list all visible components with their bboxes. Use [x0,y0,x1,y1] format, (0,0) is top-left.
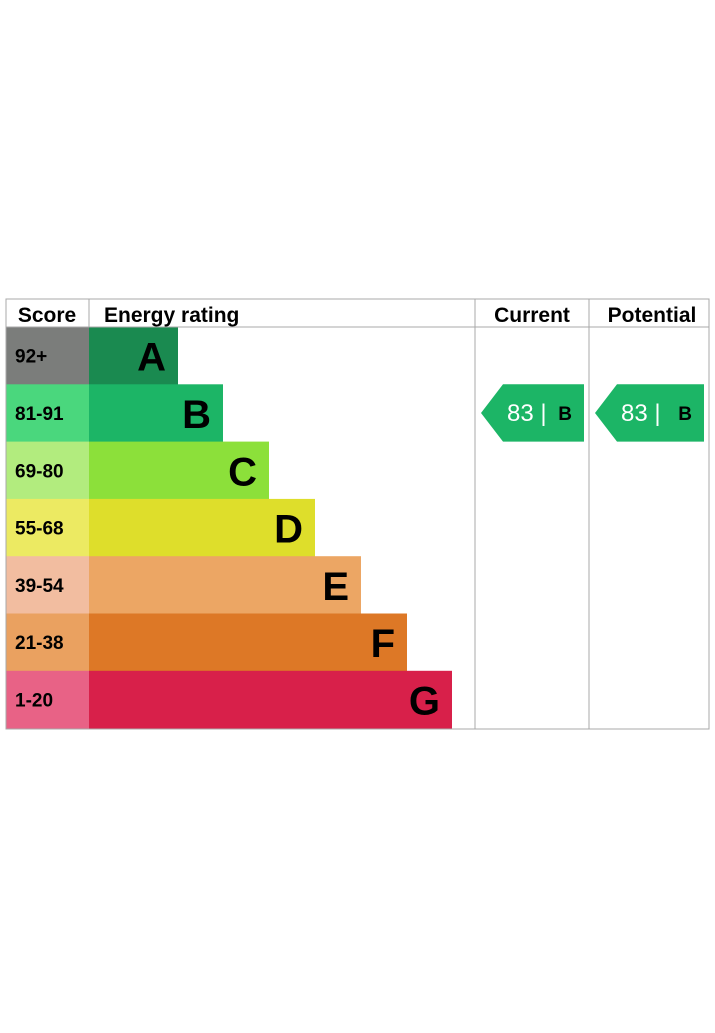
current-rating-arrow [481,384,584,442]
rating-bar-e [89,556,361,614]
potential-rating-value: 83 | [621,400,661,427]
score-cell-d [6,498,89,557]
score-range-f: 21-38 [15,633,64,654]
table-border [5,298,710,730]
rating-letter-c: C [228,450,257,494]
score-cell-e [6,556,89,614]
rating-letter-a: A [137,336,166,380]
rating-letter-b: B [182,393,211,437]
score-cell-c [6,441,89,500]
potential-rating-letter: B [678,404,692,425]
energy-rating-header: Energy rating [104,304,239,327]
indicator-layer: 83 | B 83 | B [481,384,704,442]
table-grid [5,298,710,730]
score-range-c: 69-80 [15,461,64,482]
rating-letter-f: F [371,622,395,666]
rating-bar-g [89,670,452,729]
current-rating-letter: B [558,404,572,425]
potential-header: Potential [608,304,697,327]
current-rating-value: 83 | [507,400,547,427]
score-range-a: 92+ [15,347,47,368]
rating-letter-d: D [274,508,303,552]
score-header: Score [18,304,76,327]
potential-rating-arrow [595,384,704,442]
rating-bar-f [89,613,407,672]
rating-bar-c [89,441,269,500]
score-range-d: 55-68 [15,519,64,540]
score-cell-g [6,670,89,729]
rating-bar-d [89,498,315,557]
rating-bar-a [89,327,178,385]
score-range-e: 39-54 [15,576,64,597]
score-cell-b [6,384,89,443]
score-cell-f [6,613,89,672]
score-cell-a [6,327,89,385]
score-range-g: 1-20 [15,690,53,711]
rating-letter-g: G [409,679,440,723]
rating-letter-e: E [322,565,349,609]
rating-bar-b [89,384,223,443]
bands-layer: 92+ A 81-91 B 69-80 C 55-68 D 39-54 E 21-38 F 1-20 G [6,327,452,729]
current-header: Current [494,304,570,327]
score-range-b: 81-91 [15,404,64,425]
header-row: Score Energy rating Current Potential [18,304,697,327]
